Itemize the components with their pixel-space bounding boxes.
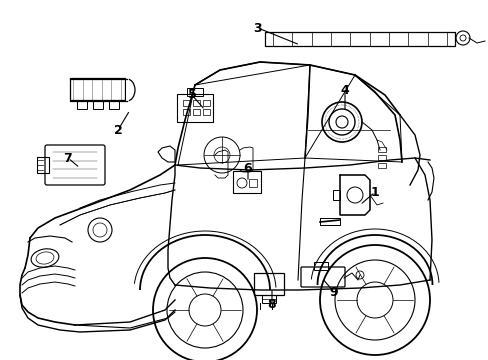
Polygon shape (158, 146, 175, 162)
Bar (193, 109, 200, 115)
Text: 3: 3 (253, 22, 262, 35)
Text: 5: 5 (187, 89, 196, 102)
Bar (177, 94, 213, 122)
Bar (203, 109, 209, 115)
Text: 9: 9 (329, 285, 338, 298)
Polygon shape (339, 175, 369, 215)
Bar (262, 295, 275, 303)
Bar (253, 273, 284, 295)
Bar (109, 101, 119, 109)
Bar (232, 171, 261, 193)
Bar (70, 78, 125, 100)
Bar (377, 163, 385, 168)
Bar (264, 32, 454, 46)
Bar (377, 155, 385, 160)
Bar (193, 100, 200, 106)
Bar (93, 101, 103, 109)
Bar (248, 179, 257, 187)
Bar (183, 109, 190, 115)
Bar (203, 100, 209, 106)
Bar (77, 101, 87, 109)
Text: 8: 8 (267, 298, 276, 311)
Text: 6: 6 (243, 162, 252, 175)
Bar (313, 262, 327, 270)
Bar (183, 100, 190, 106)
Bar (332, 190, 339, 200)
Bar (186, 88, 203, 96)
Text: 1: 1 (370, 185, 379, 198)
Text: 2: 2 (113, 123, 122, 136)
Bar (37, 157, 49, 173)
Text: 7: 7 (63, 152, 72, 165)
Text: 4: 4 (340, 84, 348, 96)
Bar (377, 147, 385, 152)
